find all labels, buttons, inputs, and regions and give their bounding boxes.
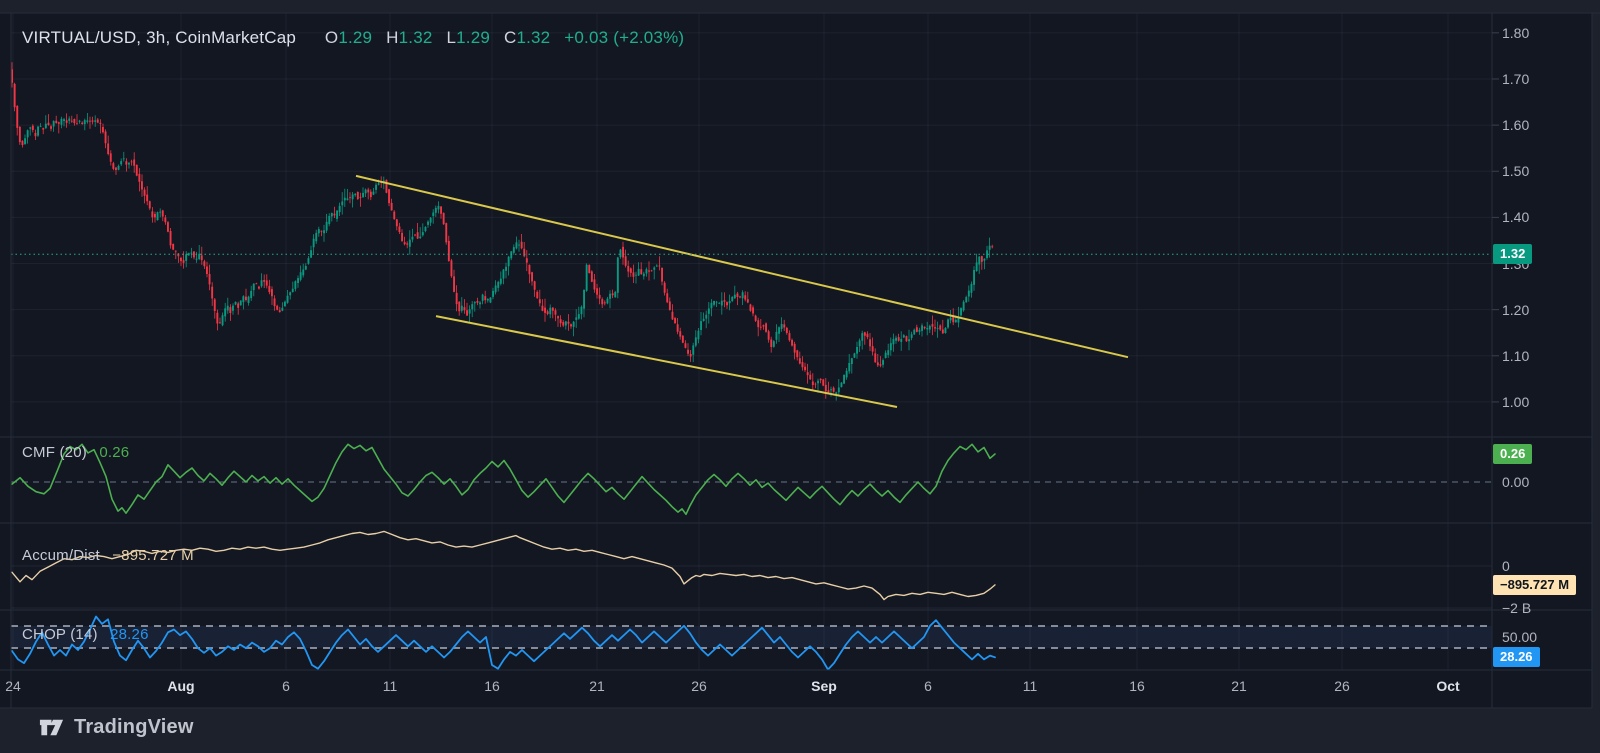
descending-channel bbox=[355, 174, 1129, 408]
cmf-line bbox=[11, 443, 996, 516]
ad-line bbox=[11, 530, 996, 601]
chop-line bbox=[11, 615, 996, 671]
chart-background bbox=[0, 13, 1592, 708]
pane-separators bbox=[0, 12, 1600, 709]
gridlines bbox=[11, 13, 1492, 670]
candlesticks bbox=[11, 62, 994, 401]
